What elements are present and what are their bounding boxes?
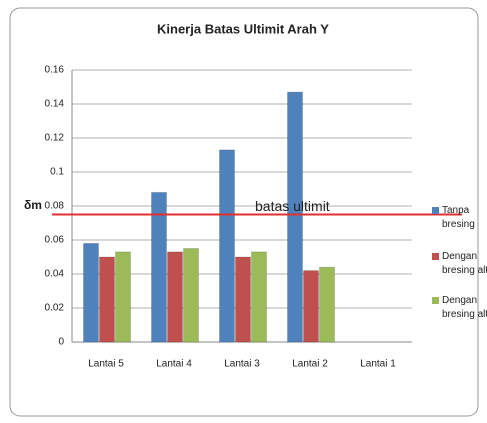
chart-border: [9, 7, 479, 417]
legend-swatch: [432, 297, 439, 304]
x-tick-label: Lantai 2: [292, 359, 328, 370]
y-tick-label: 0.08: [45, 201, 65, 212]
x-tick-label: Lantai 4: [156, 359, 192, 370]
bar: [183, 248, 199, 343]
y-tick-label: 0.12: [45, 133, 65, 144]
legend-label: Tanpa bresing: [442, 205, 475, 230]
bar: [235, 256, 251, 343]
x-tick-label: Lantai 5: [88, 359, 124, 370]
bar: [319, 266, 335, 343]
bar: [303, 270, 319, 343]
x-tick-label: Lantai 1: [360, 359, 396, 370]
bar: [251, 251, 267, 343]
legend-label: Dengan bresing alt: [442, 295, 487, 320]
bar: [99, 256, 115, 343]
bar: [287, 91, 303, 343]
threshold-label: batas ultimit: [255, 198, 330, 214]
y-axis-label: δm: [24, 198, 42, 212]
x-tick-label: Lantai 3: [224, 359, 260, 370]
y-tick-label: 0.1: [50, 167, 64, 178]
bar: [83, 242, 99, 343]
legend-swatch: [432, 207, 439, 214]
bar: [151, 191, 167, 343]
y-tick-label: 0.02: [45, 303, 65, 314]
bar: [219, 149, 235, 343]
y-tick-label: 0.16: [45, 65, 65, 76]
y-tick-label: 0: [58, 337, 64, 348]
y-tick-label: 0.06: [45, 235, 65, 246]
legend-label: Dengan bresing alt: [442, 251, 487, 276]
legend-swatch: [432, 253, 439, 260]
chart-title: Kinerja Batas Ultimit Arah Y: [157, 21, 329, 36]
y-tick-label: 0.04: [45, 269, 65, 280]
bar: [115, 251, 131, 343]
y-tick-label: 0.14: [45, 99, 65, 110]
bar: [167, 251, 183, 343]
